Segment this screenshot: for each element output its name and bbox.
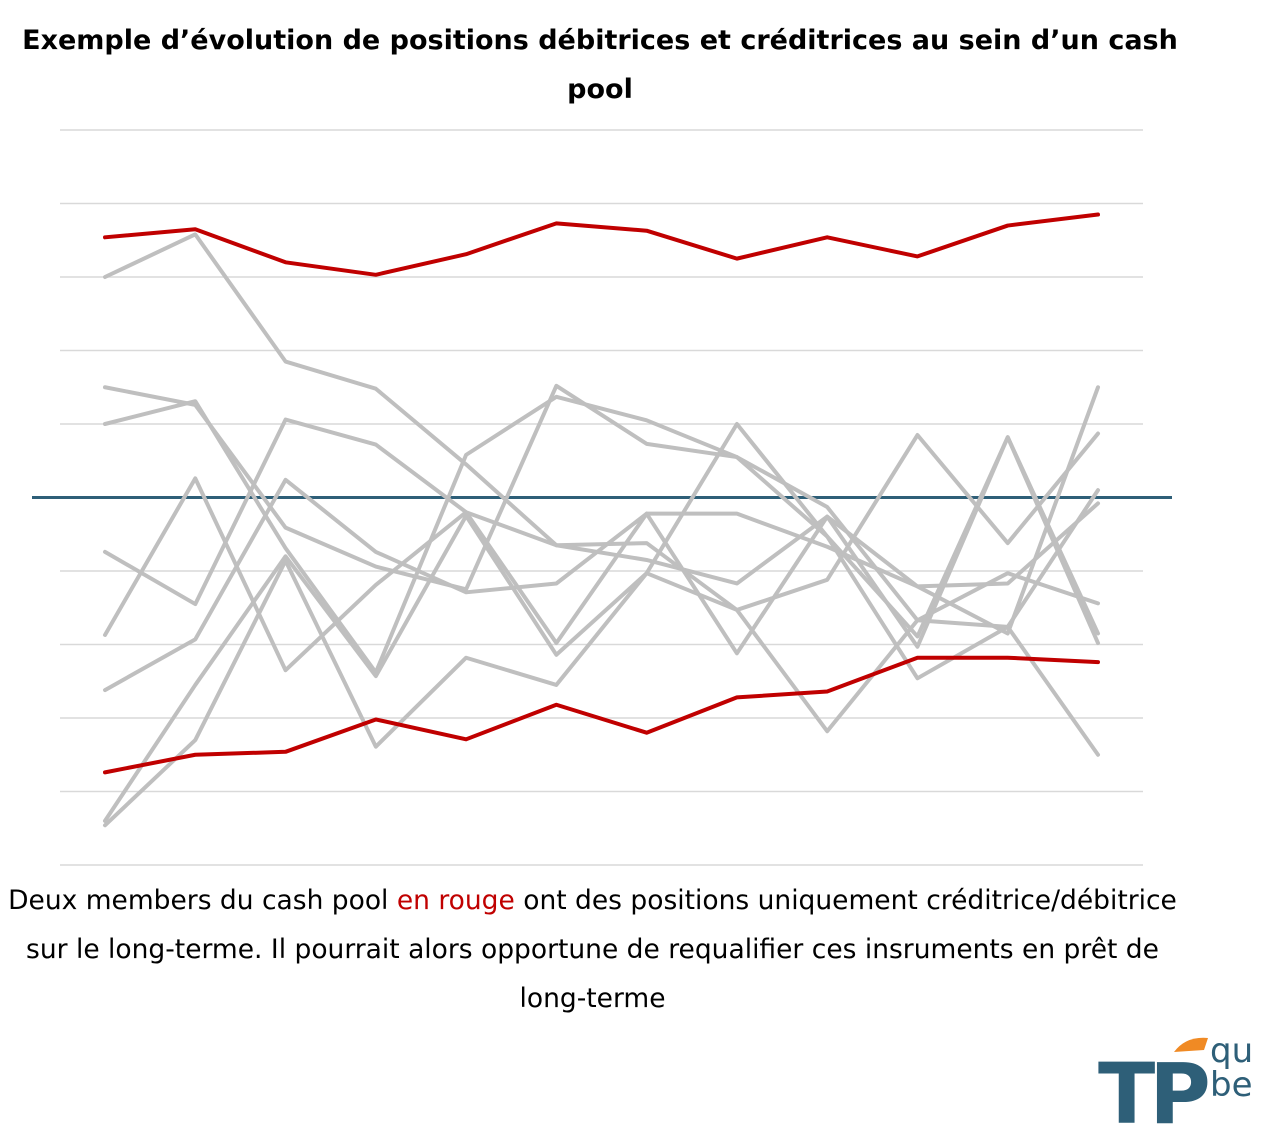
series-line-8: [103, 558, 1100, 828]
series-line-5: [103, 385, 1100, 673]
svg-text:TP: TP: [1098, 1045, 1208, 1128]
series-lines: [103, 212, 1100, 828]
caption-highlight: en rouge: [396, 885, 515, 916]
svg-text:qu: qu: [1210, 1031, 1253, 1071]
highlight-series-line-9: [103, 212, 1100, 277]
line-chart: [32, 129, 1172, 866]
caption-part1: Deux members du cash pool: [8, 885, 397, 916]
caption-part2: ont des positions uniquement créditrice/…: [26, 885, 1177, 1014]
series-line-6: [103, 435, 1100, 693]
chart-title: Exemple d’évolution de positions débitri…: [22, 25, 1178, 105]
tpqube-logo: TP qu be: [1098, 1031, 1253, 1128]
svg-text:be: be: [1210, 1065, 1253, 1105]
series-line-1: [103, 232, 1100, 589]
caption: Deux members du cash pool en rouge ont d…: [0, 876, 1185, 1023]
series-line-4: [103, 417, 1100, 612]
logo-swoosh: [1174, 1037, 1208, 1052]
series-line-7: [103, 422, 1100, 823]
highlight-series-line-10: [103, 655, 1100, 775]
